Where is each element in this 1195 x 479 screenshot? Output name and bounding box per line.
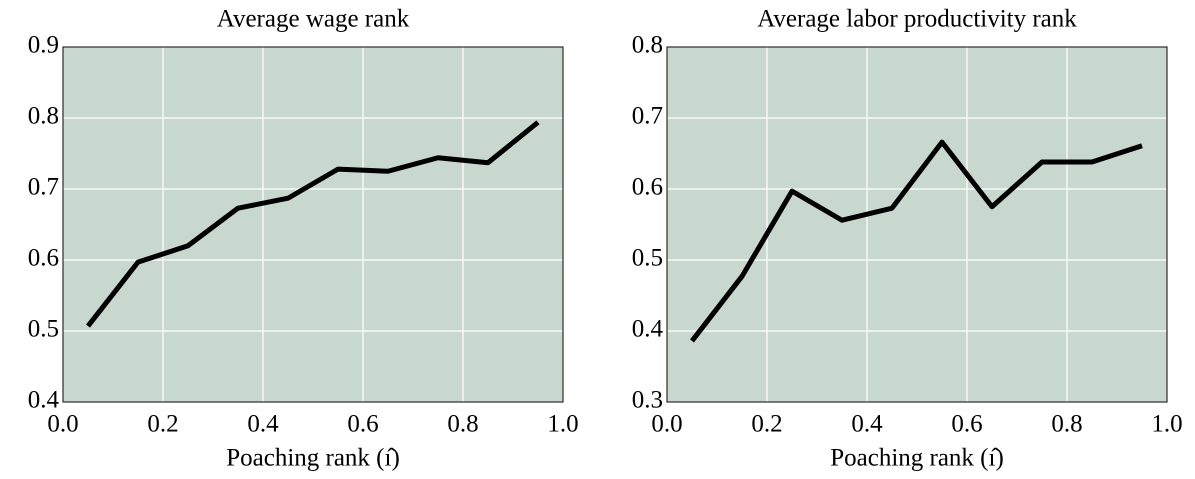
- x-tick-label: 0.8: [1051, 411, 1082, 438]
- y-tick-label: 0.5: [632, 245, 663, 272]
- x-tick-label: 0.8: [447, 411, 478, 438]
- y-tick-label: 0.5: [28, 316, 59, 343]
- x-tick-label: 0.2: [147, 411, 178, 438]
- x-tick-label: 1.0: [547, 411, 578, 438]
- y-tick-label: 0.7: [28, 174, 59, 201]
- x-tick-label: 0.2: [751, 411, 782, 438]
- y-tick-label: 0.7: [632, 103, 663, 130]
- plot-background: [63, 47, 563, 402]
- plot-border: [62, 46, 564, 403]
- x-tick-label: 0.6: [951, 411, 982, 438]
- x-tick-label: 0.6: [347, 411, 378, 438]
- data-line: [86, 120, 540, 328]
- chart-title: Average wage rank: [217, 6, 410, 33]
- y-tick-label: 0.8: [28, 103, 59, 130]
- y-tick-label: 0.3: [632, 387, 663, 414]
- x-axis-label: Poaching rank (ı̂): [226, 445, 400, 472]
- plot-background: [667, 47, 1167, 402]
- x-axis-label: Poaching rank (ı̂): [830, 445, 1004, 472]
- x-tick-label: 0.4: [851, 411, 883, 438]
- x-tick-label: 0.4: [247, 411, 279, 438]
- x-tick-label: 1.0: [1151, 411, 1182, 438]
- y-tick-label: 0.9: [28, 32, 59, 59]
- y-tick-label: 0.4: [28, 387, 60, 414]
- chart-title: Average labor productivity rank: [757, 6, 1077, 33]
- x-tick-label: 0.0: [651, 411, 682, 438]
- plot-border: [666, 46, 1168, 403]
- x-tick-label: 0.0: [47, 411, 78, 438]
- y-tick-label: 0.6: [632, 174, 663, 201]
- y-tick-label: 0.6: [28, 245, 59, 272]
- y-tick-label: 0.4: [632, 316, 664, 343]
- data-line: [690, 139, 1143, 343]
- y-tick-label: 0.8: [632, 32, 663, 59]
